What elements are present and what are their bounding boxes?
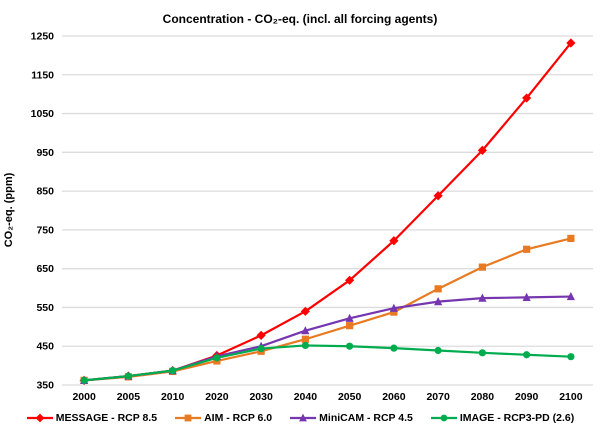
legend-marker-icon bbox=[440, 414, 448, 422]
data-point-marker bbox=[478, 349, 486, 357]
data-point-marker bbox=[434, 346, 442, 355]
x-tick-label: 2100 bbox=[559, 391, 583, 403]
data-point-marker bbox=[169, 367, 177, 375]
legend-item: MiniCAM - RCP 4.5 bbox=[289, 412, 413, 424]
plot-area: 350 450 550 650 750 850 950 1050 1150 1250 2000 200… bbox=[31, 31, 593, 403]
x-tick-label: 2090 bbox=[515, 391, 539, 403]
data-point-marker bbox=[522, 93, 532, 103]
legend-item: AIM - RCP 6.0 bbox=[174, 412, 272, 424]
data-point-marker bbox=[434, 297, 443, 306]
x-tick-label: 2010 bbox=[161, 391, 185, 403]
y-tick-label: 1150 bbox=[31, 69, 54, 81]
x-tick-label: 2080 bbox=[471, 391, 495, 403]
data-point-marker bbox=[257, 344, 265, 353]
legend-marker-icon bbox=[35, 413, 45, 423]
legend-swatch-triangle-icon bbox=[290, 413, 317, 422]
legend-swatch-square-icon bbox=[175, 414, 202, 422]
chart-title: Concentration - CO₂-eq. (incl. all forci… bbox=[162, 12, 438, 26]
data-point-marker bbox=[124, 372, 132, 380]
data-point-marker bbox=[477, 145, 487, 155]
data-point-marker bbox=[389, 236, 399, 246]
data-point-marker bbox=[390, 308, 398, 316]
legend-marker-icon bbox=[184, 414, 192, 422]
y-tick-label: 750 bbox=[36, 224, 54, 236]
data-point-marker bbox=[567, 234, 575, 243]
data-point-marker bbox=[256, 330, 266, 340]
data-point-marker bbox=[523, 245, 531, 253]
x-tick-label: 2030 bbox=[249, 391, 273, 403]
legend-swatch-circle-icon bbox=[430, 414, 457, 422]
x-tick-label: 2070 bbox=[426, 391, 450, 403]
legend-label: MiniCAM - RCP 4.5 bbox=[319, 412, 413, 424]
x-tick-label: 2060 bbox=[382, 391, 406, 403]
legend-label: IMAGE - RCP3-PD (2.6) bbox=[459, 412, 575, 424]
x-tick-label: 2050 bbox=[338, 391, 362, 403]
data-point-marker bbox=[345, 275, 355, 285]
legend-swatch-diamond-icon bbox=[26, 413, 53, 423]
x-tick-label: 2000 bbox=[72, 391, 96, 403]
data-point-marker bbox=[301, 335, 309, 343]
data-point-marker bbox=[389, 303, 398, 312]
y-tick-label: 650 bbox=[36, 263, 54, 275]
x-tick-label: 2040 bbox=[294, 391, 318, 403]
x-tick-label: 2005 bbox=[117, 391, 141, 403]
legend-label: AIM - RCP 6.0 bbox=[204, 412, 273, 424]
y-tick-label: 550 bbox=[36, 302, 54, 314]
legend-item: IMAGE - RCP3-PD (2.6) bbox=[430, 412, 574, 424]
data-point-marker bbox=[301, 326, 310, 335]
data-point-marker bbox=[566, 38, 576, 48]
legend-item: MESSAGE - RCP 8.5 bbox=[26, 412, 157, 424]
y-tick-label: 1250 bbox=[31, 31, 55, 43]
data-point-marker bbox=[522, 292, 531, 301]
data-point-marker bbox=[434, 285, 442, 293]
y-tick-label: 350 bbox=[36, 380, 54, 392]
series-line bbox=[83, 237, 572, 382]
data-point-marker bbox=[346, 342, 354, 350]
series-line bbox=[83, 344, 572, 382]
data-point-marker bbox=[346, 322, 354, 330]
data-point-marker bbox=[478, 263, 486, 271]
y-tick-label: 950 bbox=[36, 147, 54, 159]
legend-label: MESSAGE - RCP 8.5 bbox=[55, 412, 158, 424]
series-line bbox=[83, 41, 572, 382]
legend: MESSAGE - RCP 8.5 AIM - RCP 6.0 MiniCAM - … bbox=[0, 406, 600, 430]
data-point-marker bbox=[300, 306, 310, 316]
data-point-marker bbox=[301, 341, 309, 350]
data-point-marker bbox=[566, 291, 575, 301]
data-point-marker bbox=[80, 376, 88, 384]
legend-marker-icon bbox=[299, 413, 308, 422]
data-point-marker bbox=[567, 353, 575, 361]
data-point-marker bbox=[523, 351, 531, 359]
series-line bbox=[83, 295, 572, 382]
data-point-marker bbox=[433, 191, 443, 201]
x-tick-label: 2020 bbox=[205, 391, 229, 403]
data-point-marker bbox=[345, 313, 354, 322]
data-point-marker bbox=[478, 293, 487, 302]
y-tick-label: 850 bbox=[36, 186, 54, 198]
data-point-marker bbox=[213, 354, 221, 362]
data-point-marker bbox=[390, 344, 398, 352]
y-tick-label: 450 bbox=[36, 341, 54, 353]
y-tick-label: 1050 bbox=[31, 108, 55, 120]
